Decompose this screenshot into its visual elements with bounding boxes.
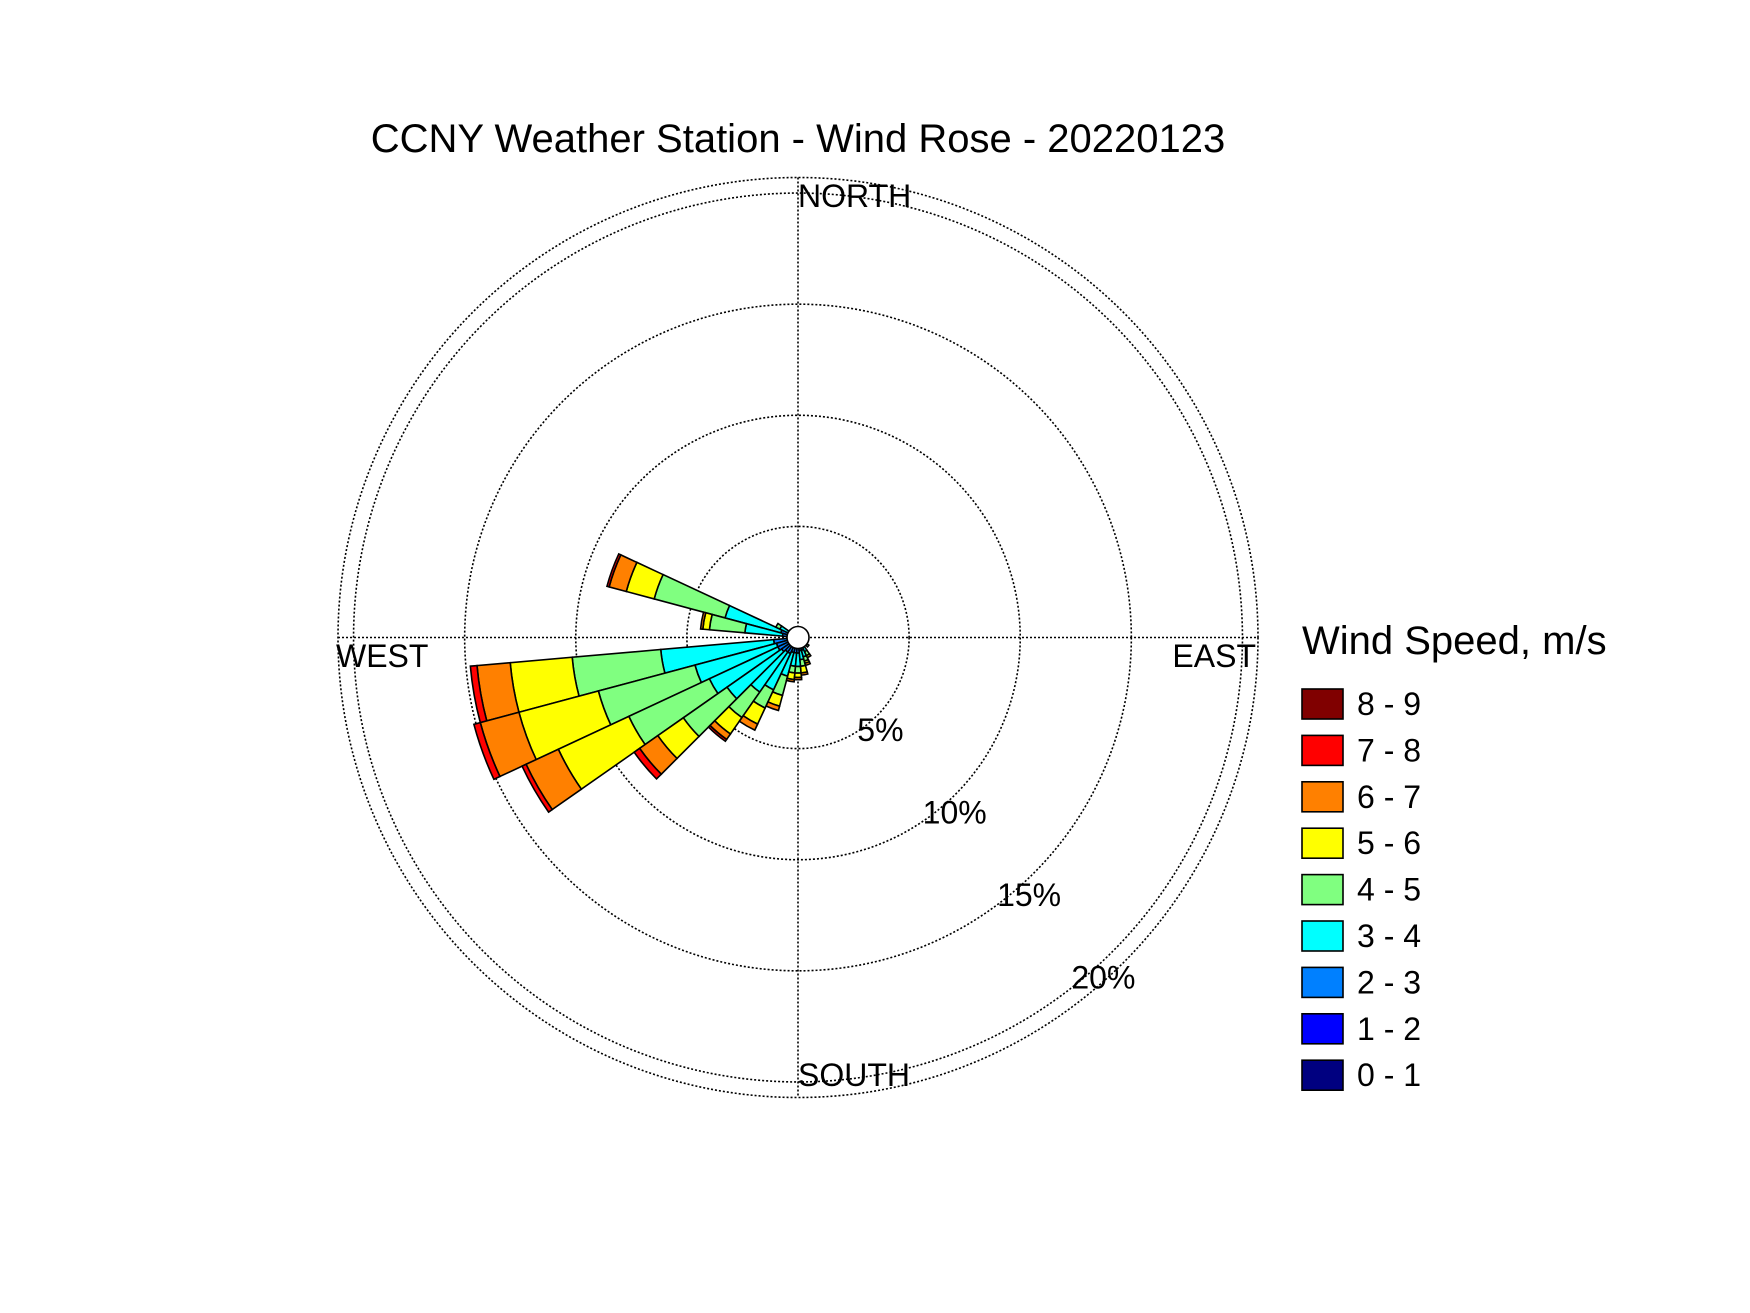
legend: 8 - 9 7 - 8 6 - 7 5 - 6 4 - 5 3 - 4 2 - 3 1 - 2… (1301, 686, 1421, 1093)
legend-swatch (1301, 688, 1344, 720)
legend-title: Wind Speed, m/s (1302, 619, 1607, 663)
ring-15 (463, 303, 1133, 972)
sector-290-bin-4 (653, 573, 731, 619)
legend-label: 2 - 3 (1357, 964, 1421, 1000)
radial-tick-label: 5% (857, 712, 903, 748)
legend-label: 6 - 7 (1357, 779, 1421, 815)
legend-label: 4 - 5 (1357, 872, 1421, 908)
south-label: SOUTH (798, 1057, 910, 1093)
legend-label: 1 - 2 (1357, 1011, 1421, 1047)
sector-190-bin-6 (785, 677, 796, 683)
sector-170-bin-6 (800, 670, 809, 676)
legend-swatch (1301, 780, 1344, 813)
legend-swatch (1301, 827, 1344, 860)
chart-title: CCNY Weather Station - Wind Rose - 20220… (371, 117, 1226, 161)
legend-label: 8 - 9 (1357, 686, 1421, 722)
wind-sectors (469, 552, 812, 814)
radial-tick-label: 10% (923, 795, 987, 831)
sector-250-bin-7 (472, 721, 501, 781)
north-label: NORTH (798, 178, 911, 214)
legend-swatch (1301, 966, 1344, 999)
calm-center-circle (786, 625, 810, 650)
sector-210-bin-6 (738, 714, 759, 732)
east-label: EAST (1172, 638, 1256, 674)
radial-tick-label: 15% (997, 877, 1061, 913)
legend-swatch (1301, 734, 1344, 767)
legend-swatch (1301, 920, 1344, 952)
sector-240-bin-7 (521, 763, 554, 814)
sector-260-bin-7 (469, 664, 488, 724)
legend-label: 7 - 8 (1357, 732, 1421, 768)
sector-180-bin-6 (793, 676, 803, 681)
radial-rings (337, 176, 1259, 1099)
legend-swatch (1301, 1059, 1344, 1091)
sector-220-bin-7 (707, 724, 728, 743)
radial-tick-labels: 5% 10% 15% 20% (857, 712, 1135, 996)
sector-160-bin-6 (803, 660, 812, 667)
radial-tick-label: 20% (1071, 960, 1135, 996)
legend-label: 3 - 4 (1357, 918, 1421, 954)
sector-290-bin-7 (605, 552, 622, 588)
sector-230-bin-7 (633, 747, 663, 781)
west-label: WEST (336, 638, 428, 674)
ring-10 (574, 414, 1022, 861)
ring-5 (686, 525, 910, 750)
legend-label: 0 - 1 (1357, 1057, 1421, 1093)
legend-swatch (1301, 1012, 1344, 1045)
sector-300-bin-4 (774, 622, 783, 631)
legend-swatch (1301, 873, 1344, 906)
legend-label: 5 - 6 (1357, 825, 1421, 861)
sector-150-bin-5 (805, 652, 812, 659)
ring-20 (352, 192, 1244, 1083)
sector-200-bin-6 (765, 700, 781, 712)
sector-280-bin-6 (699, 611, 707, 631)
ring-outer (337, 176, 1259, 1099)
